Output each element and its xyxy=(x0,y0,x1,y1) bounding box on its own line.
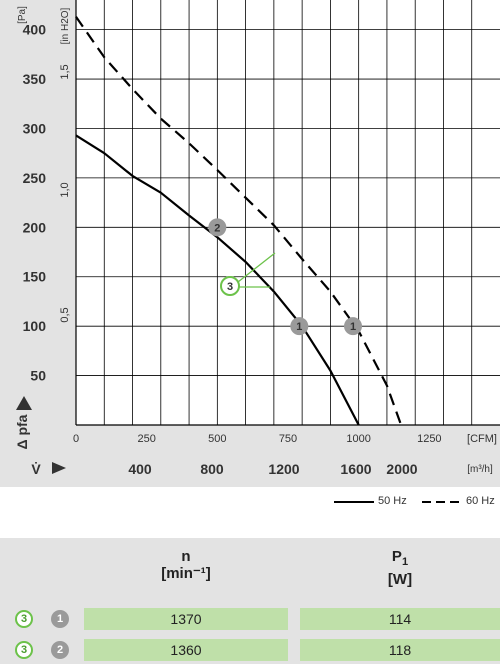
header-p1-subscript: 1 xyxy=(401,556,409,568)
annotation-leader xyxy=(237,252,276,283)
y-tick-label: 50 xyxy=(30,368,46,384)
legend-label-60hz: 60 Hz xyxy=(466,495,495,507)
x-cfm-unit-label: [CFM] xyxy=(467,433,497,445)
x-cfm-tick-label: 250 xyxy=(137,433,155,445)
y2-tick-label: 1,0 xyxy=(59,182,71,197)
y-tick-label: 350 xyxy=(23,71,47,87)
results-table: n [min⁻¹] P1 [W] 3 1 1370 114 3 2 1360 1… xyxy=(0,538,500,664)
row-badge-point: 1 xyxy=(51,610,69,628)
row-badge-curve: 3 xyxy=(15,641,33,659)
operating-point-label: 2 xyxy=(214,222,220,234)
y2-tick-label: 1,5 xyxy=(59,64,71,79)
x-cfm-tick-label: 750 xyxy=(279,433,297,445)
cell-p1: 114 xyxy=(300,608,500,630)
y-tick-label: 150 xyxy=(23,269,47,285)
chart-panel: 50 100 150 200 250 300 350 400 [Pa] 0,5 1,0 1,5 [in … xyxy=(0,0,500,487)
operating-point-label: 1 xyxy=(350,321,356,333)
x-m3h-tick-label: 1200 xyxy=(268,461,299,477)
y-tick-label: 300 xyxy=(23,120,47,136)
cell-p1: 118 xyxy=(300,639,500,661)
header-n-symbol: n xyxy=(181,548,191,565)
y-axis-title: Δ pfa xyxy=(14,414,30,449)
header-n-unit: [min⁻¹] xyxy=(161,565,211,582)
x-m3h-axis-title: V̇ xyxy=(31,461,41,477)
plot-area xyxy=(76,0,500,425)
y-tick-label: 100 xyxy=(23,318,47,334)
header-p1: P1 [W] xyxy=(300,548,500,588)
x-cfm-tick-label: 500 xyxy=(208,433,226,445)
cell-n: 1370 xyxy=(84,608,288,630)
annotation-marker xyxy=(220,276,240,296)
header-p1-symbol: P1 xyxy=(391,548,409,568)
x-m3h-unit-label: [m³/h] xyxy=(467,464,493,475)
row-badge-point: 2 xyxy=(51,641,69,659)
annotation-label: 3 xyxy=(227,281,233,293)
x-axis-arrow xyxy=(52,462,66,474)
header-p1-unit: [W] xyxy=(387,571,413,588)
x-cfm-tick-label: 1250 xyxy=(417,433,441,445)
x-m3h-tick-label: 800 xyxy=(200,461,224,477)
fan-curve-chart: 50100150200250300350400[Pa]0,51,01,5[in … xyxy=(14,0,500,477)
y-axis-arrow xyxy=(16,396,32,410)
operating-point-marker xyxy=(344,317,363,336)
row-badge-curve: 3 xyxy=(15,610,33,628)
header-n: n [min⁻¹] xyxy=(84,548,288,582)
operating-point-marker xyxy=(208,218,227,237)
operating-point-marker xyxy=(290,317,309,336)
x-m3h-tick-label: 2000 xyxy=(386,461,417,477)
x-m3h-tick-label: 400 xyxy=(128,461,152,477)
y2-unit-label: [in H2O] xyxy=(60,7,71,44)
y-unit-label: [Pa] xyxy=(17,6,28,24)
y2-tick-label: 0,5 xyxy=(59,307,71,322)
y-tick-label: 400 xyxy=(23,22,47,38)
y-tick-label: 200 xyxy=(23,219,47,235)
legend-swatches xyxy=(334,501,462,503)
y-tick-label: 250 xyxy=(23,170,47,186)
x-cfm-tick-label: 1000 xyxy=(346,433,370,445)
series-line-50hz xyxy=(75,134,360,426)
x-cfm-tick-label: 0 xyxy=(73,433,79,445)
x-m3h-tick-label: 1600 xyxy=(340,461,371,477)
legend-label-50hz: 50 Hz xyxy=(378,495,407,507)
operating-point-label: 1 xyxy=(296,321,302,333)
cell-n: 1360 xyxy=(84,639,288,661)
